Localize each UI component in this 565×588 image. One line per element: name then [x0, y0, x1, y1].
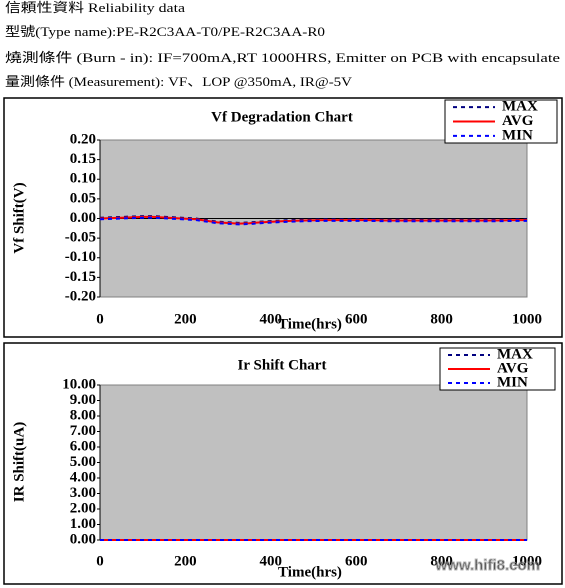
header-line: 量測條件 (Measurement): VF、LOP @350mA, IR@-5…	[5, 74, 353, 89]
y-tick-label: 6.00	[70, 438, 96, 454]
y-tick-label: 7.00	[70, 423, 96, 439]
y-tick-label: -0.20	[65, 288, 96, 304]
header-line: 信頼性資料 Reliability data	[5, 0, 185, 15]
x-tick-label: 1000	[512, 311, 542, 327]
legend-label: MAX	[502, 99, 538, 115]
legend-label: MIN	[497, 374, 528, 390]
series-line	[99, 216, 527, 226]
x-tick-label: 800	[430, 553, 453, 569]
header-line: 燒測條件 (Burn - in): IF=700mA,RT 1000HRS, E…	[5, 50, 560, 65]
x-tick-label: 1000	[512, 553, 542, 569]
x-tick-label: 400	[260, 311, 283, 327]
legend-label: MAX	[497, 346, 533, 362]
header-line: 型號(Type name):PE-R2C3AA-T0/PE-R2C3AA-R0	[5, 24, 325, 39]
x-tick-label: 0	[96, 311, 104, 327]
plot-area	[99, 384, 528, 541]
y-tick-label: 0.05	[70, 190, 96, 206]
x-axis-label: Time(hrs)	[278, 316, 342, 332]
y-tick-label: 2.00	[70, 500, 96, 516]
x-tick-label: 400	[260, 553, 283, 569]
x-tick-label: 600	[345, 311, 368, 327]
y-tick-label: 0.10	[70, 171, 96, 187]
y-tick-label: 0.00	[70, 531, 96, 547]
y-axis-label: Vf Shift(V)	[11, 182, 27, 253]
chart-title: Ir Shift Chart	[238, 357, 327, 373]
y-tick-label: 0.00	[70, 210, 96, 226]
y-tick-label: -0.05	[65, 230, 96, 246]
y-tick-label: 0.20	[70, 131, 96, 147]
y-tick-label: 8.00	[70, 407, 96, 423]
y-tick-label: 1.00	[70, 516, 96, 532]
watermark: www.hifi8.com	[435, 557, 540, 574]
y-tick-label: 5.00	[70, 454, 96, 470]
y-tick-label: 3.00	[70, 485, 96, 501]
y-tick-label: 10.00	[62, 376, 96, 392]
x-axis-label: Time(hrs)	[278, 564, 342, 580]
chart-title: Vf Degradation Chart	[211, 109, 353, 125]
y-tick-label: 9.00	[70, 392, 96, 408]
y-tick-label: -0.10	[65, 249, 96, 265]
legend-label: AVG	[502, 113, 534, 129]
y-axis-label: IR Shift(uA)	[11, 422, 27, 502]
x-tick-label: 600	[345, 553, 368, 569]
x-tick-label: 800	[430, 311, 453, 327]
y-tick-label: -0.15	[65, 269, 96, 285]
x-tick-label: 200	[174, 553, 197, 569]
y-tick-label: 4.00	[70, 469, 96, 485]
x-tick-label: 200	[174, 311, 197, 327]
y-tick-label: 0.15	[70, 151, 96, 167]
legend-label: AVG	[497, 360, 529, 376]
legend-label: MIN	[502, 127, 533, 143]
x-tick-label: 0	[96, 553, 104, 569]
